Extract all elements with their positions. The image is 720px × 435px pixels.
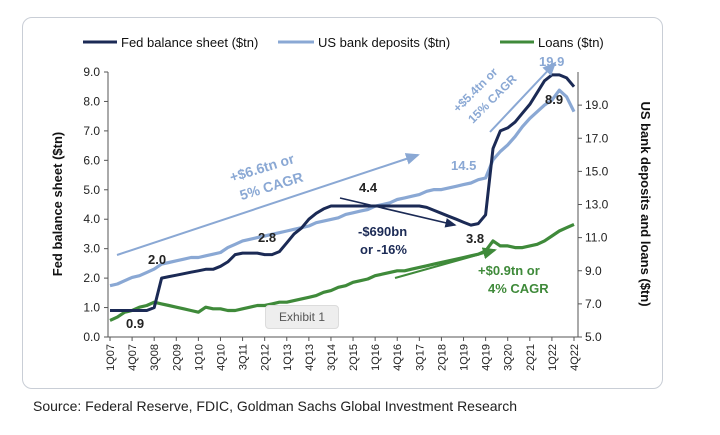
x-tick-label: 2Q15 xyxy=(348,344,360,371)
right-tick-label: 13.0 xyxy=(585,198,609,212)
right-tick-label: 11.0 xyxy=(585,231,608,245)
x-tick-label: 3Q17 xyxy=(414,344,426,371)
deposit-trend-arrow xyxy=(116,153,420,256)
x-tick-label: 3Q14 xyxy=(326,344,338,371)
left-axis-title: Fed balance sheet ($tn) xyxy=(50,132,65,276)
x-axis-ticks: 1Q07 4Q07 3Q08 2Q09 1Q10 4Q10 3Q11 2Q12 1Q13 4Q13… xyxy=(105,337,581,371)
left-tick-label: 2.0 xyxy=(83,271,100,285)
left-tick-label: 8.0 xyxy=(83,94,100,108)
legend: Fed balance sheet ($tn) US bank deposits… xyxy=(83,35,604,50)
x-tick-label: 1Q22 xyxy=(547,344,559,371)
right-tick-label: 5.0 xyxy=(585,330,602,344)
label-fed-2007: 0.9 xyxy=(126,316,144,331)
label-deposits-2022: 19.9 xyxy=(539,54,564,69)
label-fed-2019: 3.8 xyxy=(466,231,484,246)
x-tick-label: 2Q12 xyxy=(260,344,272,371)
label-fed-2022: 8.9 xyxy=(545,92,563,107)
left-tick-label: 1.0 xyxy=(83,301,100,315)
x-tick-label: 1Q16 xyxy=(370,344,382,371)
legend-label-deposits: US bank deposits ($tn) xyxy=(318,35,450,50)
left-tick-label: 4.0 xyxy=(83,212,100,226)
right-axis-title: US bank deposits and loans ($tn) xyxy=(638,101,653,306)
deposit-covid-arrow xyxy=(489,61,557,133)
right-tick-label: 19.0 xyxy=(585,98,609,112)
label-fed-2012: 2.8 xyxy=(258,230,276,245)
label-fed-2014: 4.4 xyxy=(359,180,378,195)
left-tick-label: 3.0 xyxy=(83,242,100,256)
right-tick-label: 15.0 xyxy=(585,164,609,178)
exhibit-badge: Exhibit 1 xyxy=(265,305,339,329)
x-tick-label: 4Q07 xyxy=(127,344,139,371)
annotation-fed-qt-line1: -$690bn xyxy=(358,224,407,239)
chart-frame xyxy=(22,17,663,389)
x-tick-label: 4Q16 xyxy=(392,344,404,371)
x-tick-label: 2Q18 xyxy=(436,344,448,371)
left-tick-label: 7.0 xyxy=(83,124,100,138)
x-tick-label: 4Q10 xyxy=(215,344,227,371)
left-tick-label: 0.0 xyxy=(83,330,100,344)
x-tick-label: 4Q13 xyxy=(304,344,316,371)
x-tick-label: 2Q21 xyxy=(525,344,537,371)
right-tick-label: 17.0 xyxy=(585,131,609,145)
right-axis-ticks: 5.0 7.0 9.0 11.0 13.0 15.0 17.0 19.0 xyxy=(578,98,609,344)
x-tick-label: 1Q13 xyxy=(282,344,294,371)
x-tick-label: 1Q10 xyxy=(193,344,205,371)
source-note: Source: Federal Reserve, FDIC, Goldman S… xyxy=(33,398,517,414)
series-layer xyxy=(109,73,576,322)
x-tick-label: 1Q19 xyxy=(459,344,471,371)
left-axis-ticks: 0.0 1.0 2.0 3.0 4.0 5.0 6.0 7.0 8.0 9.0 xyxy=(83,65,108,344)
x-tick-label: 2Q09 xyxy=(171,344,183,371)
left-tick-label: 5.0 xyxy=(83,183,100,197)
series-us-bank-deposits xyxy=(109,88,576,288)
series-loans xyxy=(109,222,575,322)
x-tick-label: 3Q11 xyxy=(238,344,250,370)
label-deposits-2019: 14.5 xyxy=(451,158,476,173)
fed-qt-arrow xyxy=(339,197,457,228)
loan-trend-arrow xyxy=(394,247,497,279)
x-tick-label: 3Q08 xyxy=(149,344,161,371)
series-fed-balance-sheet xyxy=(110,73,576,312)
legend-label-loans: Loans ($tn) xyxy=(538,35,604,50)
right-tick-label: 9.0 xyxy=(585,264,602,278)
x-tick-label: 4Q19 xyxy=(481,344,493,371)
x-tick-label: 1Q07 xyxy=(105,344,117,371)
left-tick-label: 9.0 xyxy=(83,65,100,79)
x-tick-label: 3Q20 xyxy=(503,344,515,371)
annotation-loan-growth-line2: 4% CAGR xyxy=(488,281,549,296)
label-fed-2008: 2.0 xyxy=(148,252,166,267)
right-tick-label: 7.0 xyxy=(585,297,602,311)
x-tick-label: 4Q22 xyxy=(569,344,581,371)
annotation-loan-growth-line1: +$0.9tn or xyxy=(478,263,540,278)
legend-label-fed: Fed balance sheet ($tn) xyxy=(121,35,258,50)
left-tick-label: 6.0 xyxy=(83,153,100,167)
annotation-fed-qt-line2: or -16% xyxy=(360,242,407,257)
